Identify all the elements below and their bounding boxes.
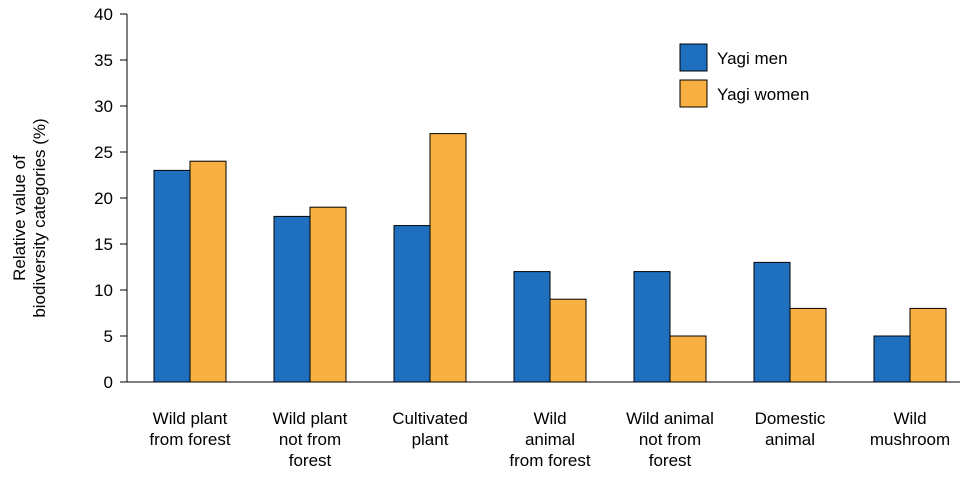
legend-swatch [679,79,708,108]
category-label-line: animal [525,430,575,449]
category-label-line: Domestic [755,409,826,428]
category-label: Wild plant not from forest [273,409,348,470]
bar-men [153,169,191,383]
bar-men [393,225,431,383]
legend-label: Yagi men [717,49,788,68]
category-label-line: forest [289,451,332,470]
category-label-line: Wild plant [273,409,348,428]
y-axis-label: Relative value of biodiversity categories… [10,118,49,317]
bar-men [273,215,311,383]
category-label: Wild mushroom [870,409,950,449]
y-tick-label: 10 [94,281,113,300]
bar-men [513,271,551,383]
category-label: Wild plant from forest [149,409,231,449]
category-label-line: plant [412,430,449,449]
category-labels: Wild plant from forest Wild plant not from f… [149,409,950,470]
y-tick-label: 35 [94,51,113,70]
category-label: Wild animal from forest [509,409,591,470]
bar-women [309,206,347,383]
y-tick-label: 0 [104,373,113,392]
y-tick-label: 40 [94,5,113,24]
y-axis-label-line: Relative value of [10,155,29,281]
y-axis-label-line: biodiversity categories (%) [30,118,49,317]
category-label: Wild animal not from forest [626,409,714,470]
category-label-line: Wild plant [153,409,228,428]
legend: Yagi men Yagi women [679,43,809,108]
category-label-line: Cultivated [392,409,468,428]
legend-swatch [679,43,708,72]
category-label-line: Wild [893,409,926,428]
y-tick-label: 20 [94,189,113,208]
category-label-line: not from [639,430,701,449]
category-label-line: animal [765,430,815,449]
bar-men [633,271,671,383]
y-tick-label: 5 [104,327,113,346]
category-label-line: from forest [149,430,231,449]
bar-women [189,160,227,383]
category-label-line: forest [649,451,692,470]
bar-women [909,307,947,383]
y-tick-label: 25 [94,143,113,162]
category-label-line: mushroom [870,430,950,449]
bar-women [549,298,587,383]
category-label: Cultivated plant [392,409,468,449]
bar-women [789,307,827,383]
category-label-line: not from [279,430,341,449]
category-label-line: from forest [509,451,591,470]
category-label-line: Wild animal [626,409,714,428]
y-axis: 0 5 10 15 20 25 30 35 40 [94,5,128,392]
bar-women [669,335,707,383]
category-label-line: Wild [533,409,566,428]
bar-men [753,261,791,383]
bars [153,133,947,383]
category-label: Domestic animal [755,409,826,449]
bar-men [873,335,911,383]
y-tick-label: 15 [94,235,113,254]
legend-label: Yagi women [717,85,809,104]
y-tick-label: 30 [94,97,113,116]
bar-women [429,133,467,383]
